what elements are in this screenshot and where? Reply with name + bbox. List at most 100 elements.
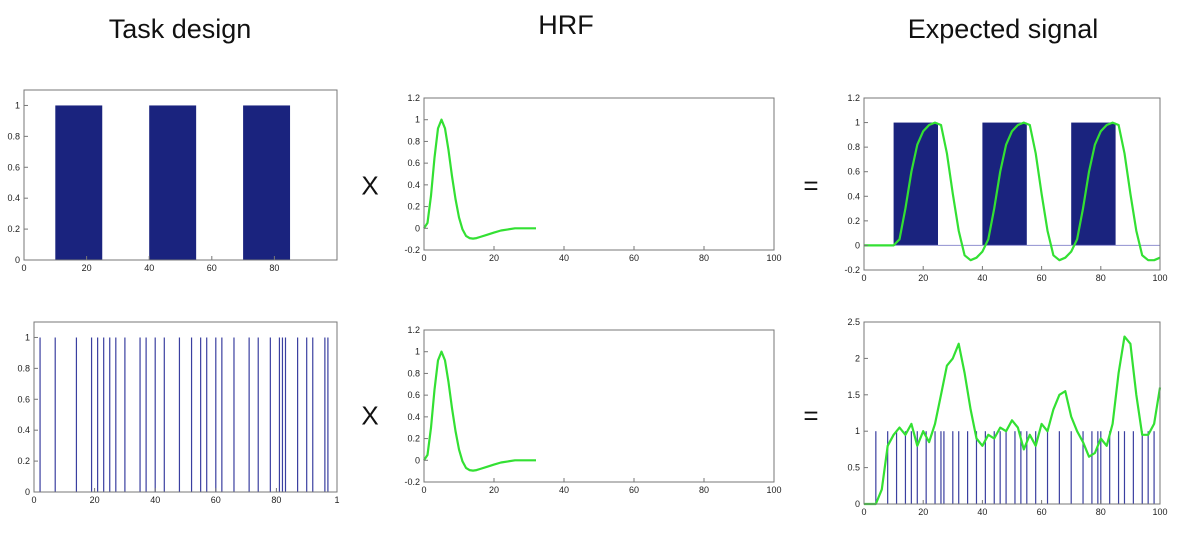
multiply-operator-top: X [361, 170, 379, 201]
ytick-label-1: 0.2 [7, 224, 20, 234]
ytick-label-4: 0.6 [407, 158, 420, 168]
ytick-label-5: 1 [25, 332, 30, 342]
xtick-label-0: 0 [861, 507, 866, 517]
bar-1 [149, 105, 197, 260]
series-line-0 [423, 350, 536, 472]
ytick-label-4: 0.6 [847, 167, 860, 177]
ytick-label-5: 1 [15, 100, 20, 110]
xtick-label-1: 20 [82, 263, 92, 273]
bar-2 [243, 105, 291, 260]
ytick-label-4: 0.6 [407, 390, 420, 400]
xtick-label-1: 20 [90, 495, 100, 505]
bar-1 [982, 122, 1027, 246]
equals-operator-bottom: = [803, 400, 819, 431]
ytick-label-5: 2.5 [847, 317, 860, 327]
axes-frame [33, 321, 338, 493]
chart-task-event: 0 0.2 0.4 0.6 0.8 1 0 20 40 60 80 1 [17, 321, 340, 505]
ytick-label-3: 0.6 [17, 394, 30, 404]
ytick-label-2: 0.4 [7, 193, 20, 203]
ytick-label-4: 0.8 [7, 131, 20, 141]
xtick-label-3: 60 [207, 263, 217, 273]
ytick-label-2: 0.2 [407, 434, 420, 444]
title-expected-signal: Expected signal [907, 14, 1099, 44]
axes-frame [863, 321, 1161, 505]
series-line-0 [864, 335, 1162, 506]
axes-frame [423, 329, 775, 483]
ytick-label-0: 0 [25, 487, 30, 497]
xtick-label-4: 80 [269, 263, 279, 273]
xtick-label-4: 80 [1096, 273, 1106, 283]
series-line-0 [864, 121, 1161, 262]
xtick-label-4: 80 [271, 495, 281, 505]
equals-operator-top: = [803, 170, 819, 201]
bar-0 [55, 105, 103, 260]
xtick-label-0: 0 [421, 253, 426, 263]
xtick-label-3: 60 [211, 495, 221, 505]
xtick-label-1: 20 [489, 485, 499, 495]
xtick-label-2: 40 [977, 273, 987, 283]
ytick-label-0: -0.2 [844, 265, 860, 275]
ytick-label-1: 0 [415, 223, 420, 233]
xtick-label-0: 0 [31, 495, 36, 505]
xtick-label-0: 0 [861, 273, 866, 283]
ytick-label-5: 0.8 [407, 136, 420, 146]
chart-expected-block: -0.200.20.40.60.811.20 20 40 60 80 100 [844, 93, 1167, 283]
xtick-label-5: 100 [1152, 507, 1167, 517]
xtick-label-4: 80 [699, 485, 709, 495]
ytick-label-3: 0.4 [847, 191, 860, 201]
ytick-label-0: -0.2 [404, 245, 420, 255]
xtick-label-4: 80 [699, 253, 709, 263]
xtick-label-3: 60 [629, 485, 639, 495]
xtick-label-2: 40 [144, 263, 154, 273]
xtick-label-3: 60 [1037, 273, 1047, 283]
xtick-label-1: 20 [918, 507, 928, 517]
ytick-label-1: 0 [415, 455, 420, 465]
xtick-label-2: 40 [559, 485, 569, 495]
ytick-label-3: 0.6 [7, 162, 20, 172]
chart-hrf-2: -0.200.20.40.60.811.20 20 40 60 80 100 [404, 325, 781, 495]
ytick-label-4: 0.8 [17, 363, 30, 373]
bar-0 [893, 122, 938, 246]
xtick-label-1: 20 [918, 273, 928, 283]
ytick-label-6: 1 [855, 118, 860, 128]
xtick-label-5: 100 [1152, 273, 1167, 283]
xtick-label-2: 40 [559, 253, 569, 263]
title-task-design: Task design [108, 14, 252, 44]
xtick-label-1: 20 [489, 253, 499, 263]
ytick-label-5: 0.8 [407, 368, 420, 378]
ytick-label-1: 0.2 [17, 456, 30, 466]
axes-frame [23, 89, 338, 261]
xtick-label-5: 100 [766, 485, 781, 495]
title-hrf: HRF [538, 10, 594, 40]
xtick-label-0: 0 [21, 263, 26, 273]
ytick-label-3: 0.4 [407, 180, 420, 190]
xtick-label-4: 80 [1096, 507, 1106, 517]
ytick-label-4: 2 [855, 353, 860, 363]
chart-hrf-1: -0.200.20.40.60.811.20 20 40 60 80 100 [404, 93, 781, 263]
ytick-label-0: 0 [15, 255, 20, 265]
ytick-label-2: 1 [855, 426, 860, 436]
xtick-label-5: 1 [334, 495, 339, 505]
chart-task-block: 0 0.2 0.4 0.6 0.8 1 0 20 40 60 80 [7, 89, 338, 273]
chart-expected-event: 0 0.5 1 1.5 2 2.5 0 20 40 60 80 100 [847, 317, 1167, 517]
axes-frame [863, 97, 1161, 271]
ytick-label-7: 1.2 [847, 93, 860, 103]
ytick-label-2: 0.2 [847, 216, 860, 226]
ytick-label-5: 0.8 [847, 142, 860, 152]
ytick-label-2: 0.4 [17, 425, 30, 435]
ytick-label-1: 0.5 [847, 463, 860, 473]
xtick-label-0: 0 [421, 485, 426, 495]
ytick-label-0: 0 [855, 499, 860, 509]
ytick-label-1: 0 [855, 240, 860, 250]
ytick-label-0: -0.2 [404, 477, 420, 487]
bar-2 [1071, 122, 1116, 246]
xtick-label-3: 60 [629, 253, 639, 263]
axes-frame [423, 97, 775, 251]
series-line-0 [423, 118, 536, 240]
xtick-label-5: 100 [766, 253, 781, 263]
multiply-operator-bottom: X [361, 400, 379, 431]
xtick-label-2: 40 [977, 507, 987, 517]
ytick-label-7: 1.2 [407, 93, 420, 103]
ytick-label-3: 1.5 [847, 390, 860, 400]
